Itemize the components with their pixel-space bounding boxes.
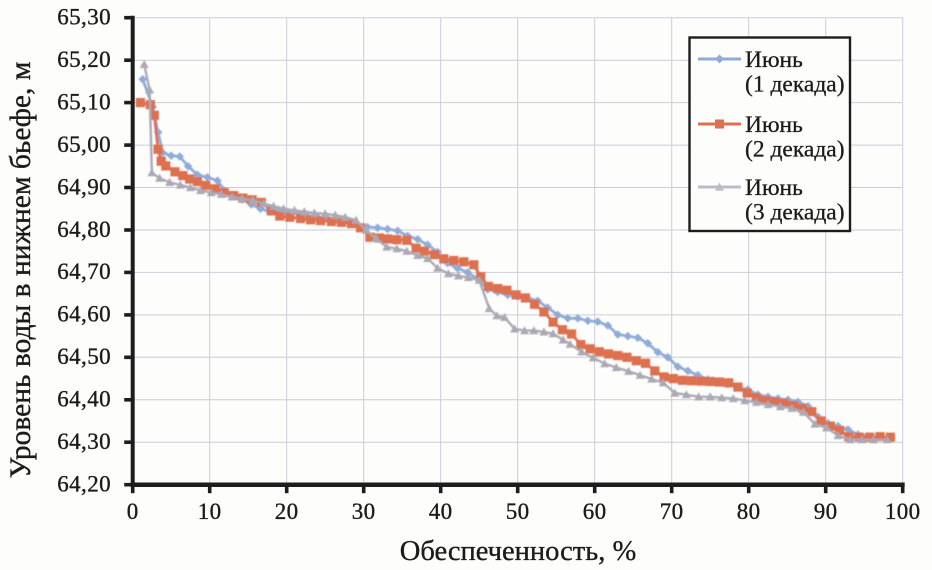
svg-text:50: 50 [506,499,530,524]
svg-text:Уровень воды в нижнем бьефе, м: Уровень воды в нижнем бьефе, м [5,62,37,479]
svg-text:0: 0 [127,499,139,524]
svg-text:40: 40 [429,499,453,524]
svg-text:(1 декада): (1 декада) [745,72,845,98]
svg-text:Обеспеченность, %: Обеспеченность, % [400,536,636,567]
svg-text:Июнь: Июнь [745,112,803,138]
svg-text:64,40: 64,40 [57,387,111,412]
svg-text:64,70: 64,70 [57,259,111,284]
svg-text:30: 30 [352,499,376,524]
svg-text:64,50: 64,50 [57,344,111,369]
svg-text:10: 10 [198,499,222,524]
svg-text:(3 декада): (3 декада) [745,200,845,226]
svg-text:64,90: 64,90 [57,174,111,199]
svg-text:65,00: 65,00 [57,132,111,157]
svg-text:70: 70 [660,499,684,524]
svg-text:(2 декада): (2 декада) [745,137,845,163]
svg-text:Июнь: Июнь [745,175,803,201]
svg-text:20: 20 [275,499,299,524]
svg-text:80: 80 [737,499,761,524]
svg-text:Июнь: Июнь [745,47,803,73]
svg-text:90: 90 [814,499,838,524]
svg-text:64,60: 64,60 [57,302,111,327]
svg-text:65,20: 65,20 [57,47,111,72]
svg-text:64,20: 64,20 [57,472,111,497]
svg-text:60: 60 [583,499,607,524]
svg-text:64,30: 64,30 [57,429,111,454]
svg-text:64,80: 64,80 [57,217,111,242]
svg-text:65,30: 65,30 [57,5,111,30]
svg-text:65,10: 65,10 [57,89,111,114]
svg-text:100: 100 [885,499,921,524]
